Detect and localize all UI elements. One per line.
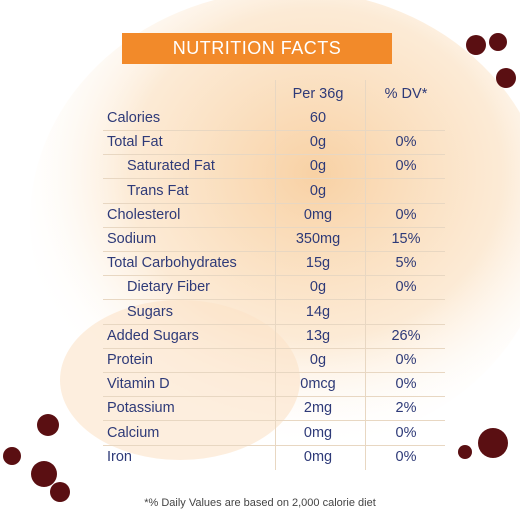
row-label: Calories [107, 110, 161, 126]
amount: 0mg [303, 448, 333, 465]
row-label: Iron [107, 448, 132, 465]
row-label: Total Carbohydrates [107, 255, 237, 272]
row-label: Added Sugars [107, 327, 199, 344]
row-divider [103, 178, 445, 180]
amount: 0g [309, 182, 327, 199]
daily-value: 0% [395, 279, 417, 296]
row-divider [103, 347, 445, 349]
row-label: Potassium [107, 400, 175, 417]
daily-value: 0% [395, 424, 417, 441]
amount: 0mg [303, 206, 333, 223]
row-divider [103, 444, 445, 446]
row-label: Dietary Fiber [127, 279, 210, 296]
daily-value: 0% [395, 158, 417, 175]
row-divider [103, 251, 445, 252]
row-divider [103, 130, 445, 131]
daily-value: 0% [395, 376, 417, 393]
amount: 350mg [295, 231, 341, 247]
daily-value: 0% [395, 352, 417, 368]
row-divider [103, 420, 445, 422]
daily-value: 2% [395, 400, 417, 417]
amount: 0g [309, 134, 327, 151]
amount: 0mcg [300, 376, 336, 393]
column-divider [275, 80, 276, 470]
amount: 2mg [303, 400, 333, 417]
column-header: % DV* [384, 86, 428, 102]
column-divider [365, 80, 366, 470]
column-header: Per 36g [292, 86, 344, 102]
title-banner: NUTRITION FACTS [122, 33, 392, 64]
row-label: Saturated Fat [127, 158, 215, 175]
daily-value: 0% [395, 134, 417, 151]
amount: 0g [309, 352, 327, 368]
row-divider [103, 299, 445, 301]
amount: 13g [305, 327, 331, 344]
amount: 60 [309, 110, 327, 126]
amount: 0mg [303, 424, 333, 441]
amount: 0g [309, 279, 327, 296]
daily-value: 0% [395, 206, 417, 223]
row-divider [103, 372, 445, 373]
row-label: Sugars [127, 303, 173, 320]
daily-value: 15% [391, 231, 421, 247]
daily-value: 0% [395, 448, 417, 465]
row-label: Calcium [107, 424, 160, 441]
footnote: *% Daily Values are based on 2,000 calor… [144, 497, 376, 509]
row-divider [103, 202, 445, 204]
row-label: Cholesterol [107, 206, 181, 223]
row-divider [103, 226, 445, 228]
row-label: Trans Fat [127, 182, 189, 199]
row-divider [103, 396, 445, 398]
row-label: Sodium [107, 231, 157, 247]
daily-value: 5% [395, 255, 417, 272]
amount: 0g [309, 158, 327, 175]
amount: 14g [305, 303, 331, 320]
daily-value: 26% [391, 327, 421, 344]
row-label: Protein [107, 352, 153, 368]
row-label: Vitamin D [107, 376, 170, 393]
amount: 15g [305, 255, 331, 272]
row-divider [103, 323, 445, 325]
row-divider [103, 154, 445, 156]
row-label: Total Fat [107, 134, 163, 151]
row-divider [103, 275, 445, 277]
